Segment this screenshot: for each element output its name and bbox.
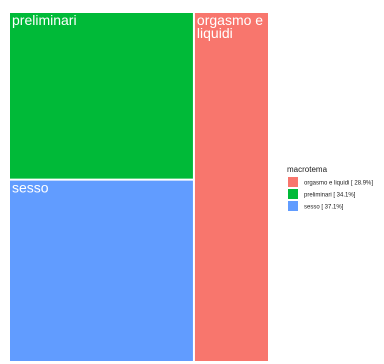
- legend-key-preliminari: [288, 189, 298, 199]
- legend-label: sesso [ 37.1%]: [304, 205, 344, 211]
- legend-items: orgasmo e liquidi [ 28.9%] preliminari [ …: [288, 177, 373, 211]
- tile-label-line: sesso: [12, 180, 49, 196]
- tile-orgasmo-e-liquidi: [194, 13, 268, 361]
- tile-preliminari: [10, 13, 193, 179]
- tile-label-sesso: sesso: [12, 180, 49, 196]
- tile-label-line: liquidi: [197, 25, 233, 41]
- legend-label: orgasmo e liquidi [ 28.9%]: [304, 181, 373, 187]
- tile-label-orgasmo-e-liquidi: orgasmo e liquidi: [197, 12, 263, 41]
- tile-sesso: [10, 180, 193, 361]
- legend-title: macrotema: [287, 165, 328, 174]
- legend: macrotema orgasmo e liquidi [ 28.9%] prel…: [287, 165, 373, 211]
- legend-key-sesso: [288, 201, 298, 211]
- legend-key-orgasmo-e-liquidi: [288, 177, 298, 187]
- legend-label: preliminari [ 34.1%]: [304, 193, 356, 199]
- tile-label-preliminari: preliminari: [12, 12, 77, 28]
- treemap-tiles: preliminari sesso orgasmo e liquidi: [10, 12, 268, 361]
- tile-label-line: preliminari: [12, 12, 77, 28]
- tile-label-line: orgasmo e: [197, 12, 263, 28]
